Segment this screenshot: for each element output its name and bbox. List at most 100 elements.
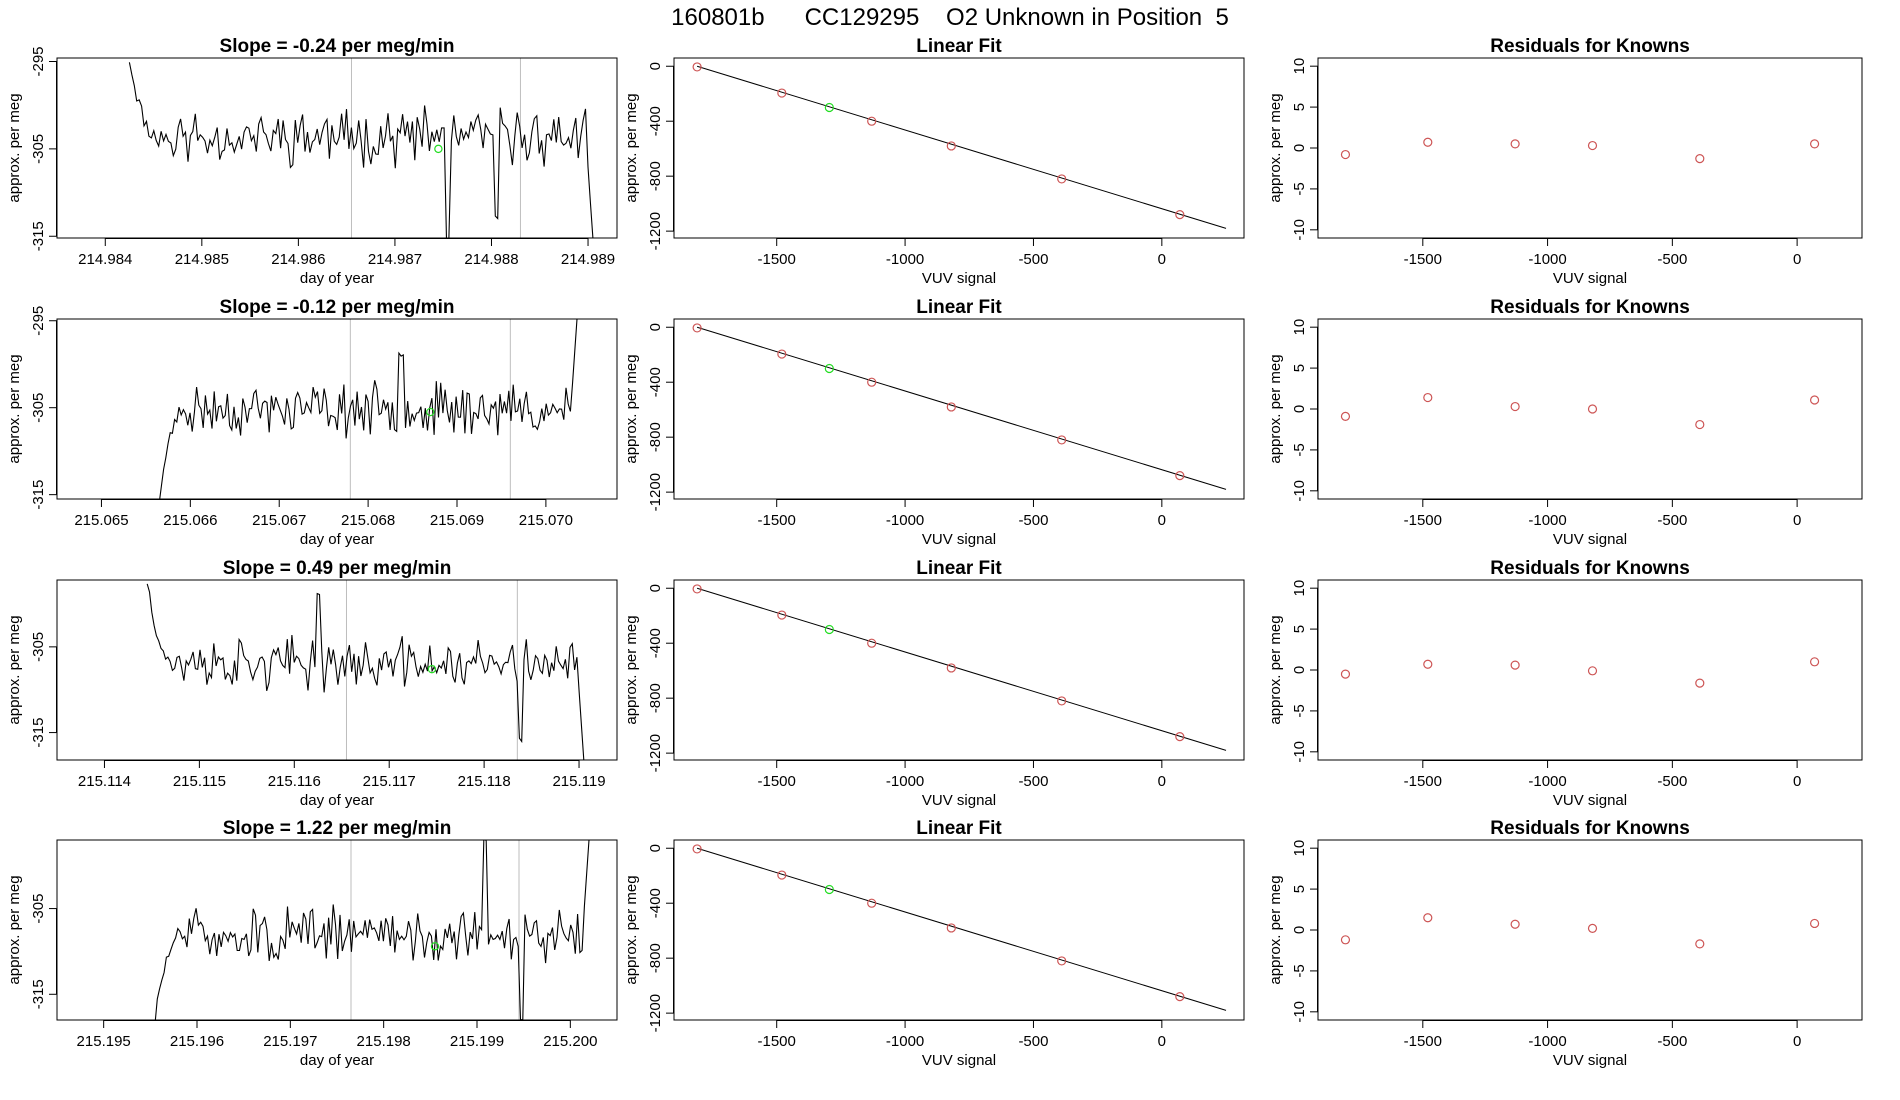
x-axis-label: VUV signal <box>1553 270 1627 287</box>
x-tick-label: 215.114 <box>78 773 131 790</box>
panel-fit-4: Linear Fit -1500 -1000 -500 0 0 -400 -800 -1200 V… <box>623 818 1245 1069</box>
y-tick-label: -400 <box>647 367 664 397</box>
x-tick-label: 215.117 <box>363 773 416 790</box>
x-tick-label: 214.985 <box>175 251 229 268</box>
x-tick-label: -1000 <box>1528 512 1566 529</box>
known-point <box>946 663 956 673</box>
x-tick-label: -500 <box>1018 1033 1048 1050</box>
x-axis-label: day of year <box>300 531 374 548</box>
y-tick-label: 5 <box>1291 364 1308 372</box>
unknown-point <box>824 624 834 635</box>
residual-point <box>1809 139 1820 149</box>
plot-frame <box>1317 579 1863 761</box>
panel-title: Residuals for Knowns <box>1490 558 1690 579</box>
y-axis-label: approx. per meg <box>623 615 640 724</box>
y-tick-label: 0 <box>647 62 664 70</box>
x-axis-label: VUV signal <box>1553 531 1627 548</box>
x-tick-label: -500 <box>1657 512 1687 529</box>
x-tick-label: 0 <box>1158 1033 1166 1050</box>
x-tick-label: -1500 <box>758 512 796 529</box>
y-axis-label: approx. per meg <box>1267 615 1284 724</box>
x-tick-label: -1500 <box>758 773 796 790</box>
plot-frame <box>1317 839 1863 1021</box>
y-tick-label: -315 <box>30 221 47 251</box>
x-axis-label: day of year <box>300 1052 374 1069</box>
y-tick-label: -400 <box>647 628 664 658</box>
y-tick-label: -305 <box>30 632 47 662</box>
plot-frame <box>673 318 1245 500</box>
x-tick-label: -500 <box>1657 773 1687 790</box>
x-tick-label: 214.987 <box>368 251 422 268</box>
y-tick-label: 5 <box>1291 885 1308 893</box>
fit-line <box>696 847 1227 1011</box>
panel-title: Linear Fit <box>916 818 1002 839</box>
x-tick-label: -1000 <box>1528 251 1566 268</box>
x-tick-label: -1500 <box>758 251 796 268</box>
x-tick-label: 215.119 <box>552 773 605 790</box>
panel-fit-3: Linear Fit -1500 -1000 -500 0 0 -400 -800 -1200 V… <box>623 558 1245 809</box>
unknown-point <box>430 942 440 951</box>
unknown-point <box>824 884 834 895</box>
y-tick-label: 0 <box>647 323 664 331</box>
panel-title: Residuals for Knowns <box>1490 297 1690 318</box>
x-tick-label: -1000 <box>886 773 924 790</box>
x-tick-label: -1000 <box>886 251 924 268</box>
plot-frame <box>56 839 618 1021</box>
known-point <box>946 923 956 933</box>
panel-fit-2: Linear Fit -1500 -1000 -500 0 0 -400 -800 -1200 V… <box>623 297 1245 548</box>
plot-area <box>159 319 578 499</box>
residual-point <box>1587 666 1598 676</box>
x-tick-label: 215.115 <box>173 773 226 790</box>
y-tick-label: 0 <box>1291 666 1308 674</box>
x-tick-label: 215.116 <box>268 773 321 790</box>
y-tick-label: 10 <box>1291 58 1308 75</box>
y-axis-label: approx. per meg <box>1267 875 1284 984</box>
known-point <box>867 638 877 648</box>
x-axis-label: VUV signal <box>922 1052 996 1069</box>
y-tick-label: -800 <box>647 422 664 452</box>
y-tick-label: 0 <box>647 584 664 592</box>
residual-point <box>1510 660 1520 670</box>
unknown-point <box>824 102 834 113</box>
unknown-point <box>427 664 437 674</box>
x-tick-label: -1000 <box>1528 773 1566 790</box>
residual-point <box>1423 137 1433 147</box>
x-tick-label: 0 <box>1158 773 1166 790</box>
y-tick-label: 5 <box>1291 625 1308 633</box>
figure-title: 160801b CC129295 O2 Unknown in Position … <box>671 4 1229 31</box>
y-tick-label: -315 <box>30 979 47 1009</box>
x-tick-label: 215.200 <box>543 1033 597 1050</box>
x-axis-label: VUV signal <box>1553 1052 1627 1069</box>
x-tick-label: 215.195 <box>77 1033 131 1050</box>
x-tick-label: 215.070 <box>519 512 573 529</box>
y-tick-label: -1200 <box>647 734 664 772</box>
y-tick-label: -400 <box>647 106 664 136</box>
x-tick-label: 0 <box>1793 773 1801 790</box>
x-tick-label: -1500 <box>758 1033 796 1050</box>
residual-point <box>1695 939 1705 949</box>
x-tick-label: 214.986 <box>271 251 325 268</box>
x-axis-label: VUV signal <box>922 792 996 809</box>
y-axis-label: approx. per meg <box>1267 93 1284 202</box>
y-tick-label: -305 <box>30 894 47 924</box>
y-tick-label: -10 <box>1291 219 1308 241</box>
panel-fit-1: Linear Fit -1500 -1000 -500 0 0 -400 -800 -1200 V… <box>623 36 1245 287</box>
y-tick-label: -10 <box>1291 1001 1308 1023</box>
residual-point <box>1340 669 1351 679</box>
x-tick-label: -500 <box>1018 251 1048 268</box>
panel-title: Residuals for Knowns <box>1490 36 1690 57</box>
plot-area <box>128 58 594 238</box>
x-tick-label: -1000 <box>1528 1033 1566 1050</box>
x-tick-label: 0 <box>1793 512 1801 529</box>
panel-title: Linear Fit <box>916 36 1002 57</box>
x-tick-label: -500 <box>1657 1033 1687 1050</box>
residual-point <box>1510 401 1520 412</box>
known-point <box>1057 956 1067 966</box>
panel-title: Slope = 1.22 per meg/min <box>223 818 452 839</box>
residual-point <box>1423 913 1433 923</box>
x-tick-label: 0 <box>1158 512 1166 529</box>
y-tick-label: -295 <box>30 306 47 336</box>
residual-point <box>1423 392 1433 403</box>
known-point <box>777 870 787 880</box>
x-tick-label: 215.196 <box>170 1033 224 1050</box>
